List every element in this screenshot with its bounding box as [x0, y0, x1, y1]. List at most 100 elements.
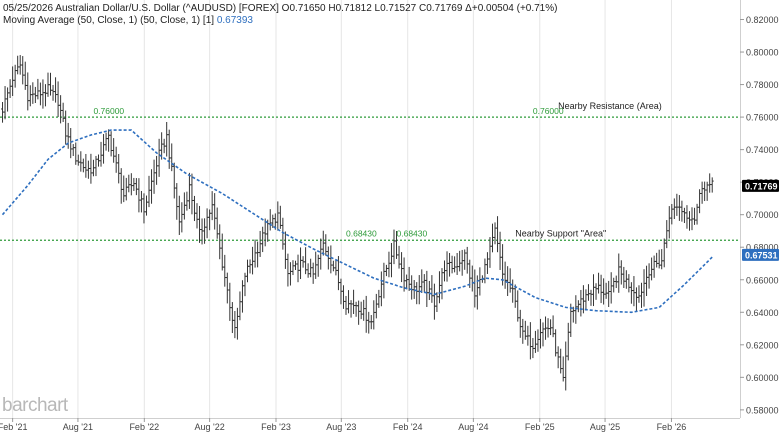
- ohlc-bar: [71, 144, 75, 157]
- ohlc-bar: [503, 261, 507, 289]
- ohlc-bar: [619, 260, 623, 285]
- ohlc-bar: [352, 289, 356, 314]
- ohlc-bar: [387, 251, 391, 278]
- ohlc-bar: [450, 255, 454, 274]
- ohlc-bar: [682, 207, 686, 224]
- ohlc-bar: [579, 289, 583, 317]
- ohlc-bar: [364, 295, 368, 333]
- ohlc-bar: [132, 177, 136, 192]
- ohlc-bar: [359, 301, 363, 320]
- ohlc-bar: [56, 81, 60, 118]
- ohlc-bar: [660, 249, 664, 270]
- ohlc-bar: [609, 272, 613, 304]
- ohlc-bar: [238, 291, 242, 321]
- ohlc-bar: [43, 84, 47, 107]
- zone-annotation: Nearby Resistance (Area): [558, 101, 662, 111]
- ohlc-bar: [586, 284, 590, 301]
- ohlc-bar: [256, 241, 260, 268]
- ohlc-bar: [306, 263, 310, 278]
- ohlc-bar: [536, 329, 540, 352]
- moving-average-layer: [1, 129, 713, 314]
- y-tick-label: 0.82000: [746, 15, 779, 25]
- ohlc-bar: [16, 55, 20, 75]
- moving-average-label: Moving Average (50, Close, 1) (50, Close…: [3, 15, 215, 26]
- ohlc-bar: [708, 173, 712, 193]
- ohlc-bar: [341, 285, 345, 309]
- ohlc-bar: [670, 203, 674, 225]
- ohlc-bar: [675, 193, 679, 216]
- ohlc-bar: [129, 173, 133, 196]
- ohlc-bar: [240, 280, 244, 313]
- ohlc-bar: [51, 84, 55, 101]
- x-tick-label: Aug '21: [63, 422, 93, 432]
- ohlc-bar: [26, 72, 30, 111]
- ohlc-bar: [268, 209, 272, 231]
- ohlc-bar: [693, 207, 697, 225]
- ohlc-bar: [89, 153, 93, 184]
- ohlc-bar: [127, 174, 131, 193]
- ohlc-bar: [528, 322, 532, 360]
- ohlc-bar: [559, 348, 563, 374]
- ohlc-bar: [223, 254, 227, 287]
- ohlc-bar: [483, 258, 487, 284]
- ohlc-bar: [296, 254, 300, 283]
- ohlc-bar: [248, 259, 252, 274]
- ohlc-bar: [225, 272, 229, 304]
- ohlc-bar: [64, 110, 68, 145]
- ohlc-bar: [589, 289, 593, 306]
- ohlc-bar: [8, 79, 12, 99]
- ohlc-bar: [617, 253, 621, 293]
- ohlc-bar: [86, 160, 90, 179]
- ohlc-bar: [271, 214, 275, 228]
- ohlc-bar: [235, 307, 239, 340]
- ohlc-bar: [432, 283, 436, 320]
- ohlc-bar: [99, 141, 103, 167]
- ohlc-bar: [677, 195, 681, 221]
- ohlc-bar: [119, 168, 123, 204]
- ohlc-bar: [81, 158, 85, 173]
- ohlc-bar: [599, 274, 603, 304]
- y-tick-label: 0.60000: [746, 373, 779, 383]
- ohlc-bar: [233, 310, 237, 339]
- ohlc-bar: [331, 260, 335, 272]
- barchart-logo: barchart: [2, 395, 68, 416]
- ohlc-bar: [76, 154, 80, 166]
- x-tick-label: Aug '24: [458, 422, 488, 432]
- ohlc-bar: [516, 290, 520, 322]
- ohlc-bar: [344, 295, 348, 315]
- ohlc-bar: [182, 192, 186, 220]
- ohlc-bar: [667, 206, 671, 239]
- ohlc-bar: [445, 251, 449, 282]
- ohlc-bar: [11, 66, 15, 97]
- grid-layer: [12, 0, 672, 418]
- ohlc-bar: [647, 263, 651, 289]
- moving-average-tag: [742, 248, 779, 261]
- ohlc-bar: [54, 77, 58, 103]
- ohlc-bar: [508, 268, 512, 293]
- ohlc-bar: [372, 300, 376, 330]
- ohlc-bar: [652, 255, 656, 278]
- ohlc-bar: [230, 302, 234, 334]
- x-axis: Feb '21 Aug '21 Feb '22 Aug '22 Feb '23 Aug '…: [0, 418, 740, 432]
- ohlc-bar: [170, 143, 174, 172]
- ohlc-bar: [703, 181, 707, 202]
- ohlc-bar: [518, 309, 522, 338]
- y-axis: 0.58000 0.60000 0.62000 0.64000 0.66000 0.680…: [740, 0, 779, 418]
- ohlc-bar: [167, 129, 171, 169]
- ohlc-bar: [41, 79, 45, 109]
- x-tick-label: Feb '23: [261, 422, 291, 432]
- ohlc-bar: [655, 252, 659, 268]
- ohlc-bar: [511, 279, 515, 303]
- ohlc-bar: [33, 86, 37, 103]
- ohlc-bar: [109, 131, 113, 157]
- ohlc-bar: [420, 269, 424, 293]
- y-tick-label: 0.78000: [746, 80, 779, 90]
- ohlc-bar: [546, 318, 550, 338]
- ohlc-bar: [584, 289, 588, 311]
- ohlc-bar: [205, 208, 209, 239]
- ohlc-bar: [59, 95, 63, 124]
- ohlc-bar: [172, 162, 176, 199]
- reference-value-label: 0.76000: [533, 106, 564, 116]
- ohlc-bar: [192, 195, 196, 222]
